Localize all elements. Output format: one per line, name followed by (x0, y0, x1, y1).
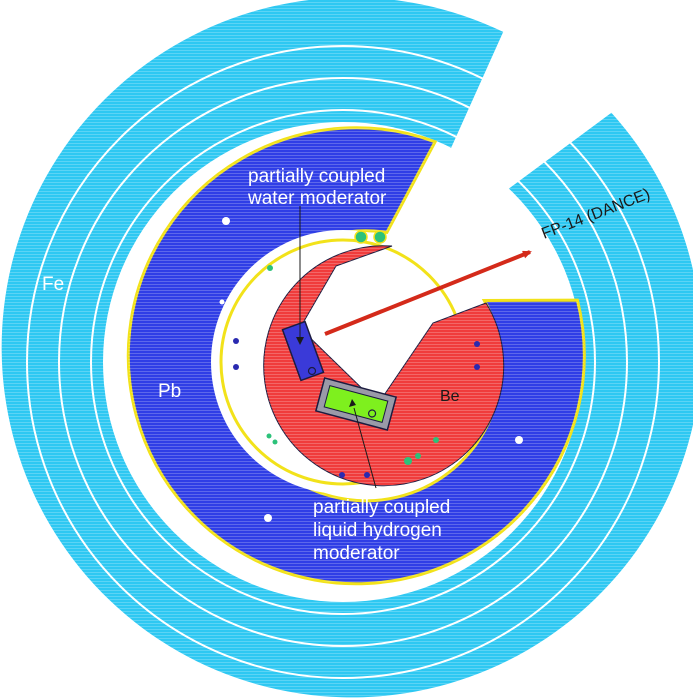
label-be: Be (440, 388, 460, 405)
be-channel (233, 338, 239, 344)
hydrogen-pointer-tip (349, 399, 356, 407)
label-water-line-1: partially coupled (248, 166, 385, 187)
be-channel (474, 341, 480, 347)
pb-hole (222, 217, 230, 225)
beryllium-reflector-stripes (263, 245, 504, 486)
be-sample-hole (415, 453, 421, 459)
hydrogen-moderator (314, 377, 398, 431)
be-channel (339, 472, 345, 478)
be-channel (364, 472, 370, 478)
label-hydrogen-line-3: moderator (313, 543, 400, 564)
label-water-line-2: water moderator (247, 188, 387, 209)
lead-reflector-stripes (128, 127, 585, 584)
water-pointer-tip (296, 337, 304, 345)
iron-shell-separator (26, 45, 660, 679)
be-sample-hole (373, 230, 387, 244)
iron-shell-separator (90, 109, 596, 615)
water-moderator-port (307, 366, 317, 376)
label-hydrogen-line-1: partially coupled (313, 497, 450, 518)
water-moderator (281, 320, 325, 382)
be-sample-hole (433, 437, 439, 443)
label-fe: Fe (42, 274, 64, 295)
be-sample-hole (354, 230, 368, 244)
be-channel (474, 364, 480, 370)
hydrogen-pointer-line (353, 407, 377, 489)
pb-hole (264, 514, 272, 522)
be-sample-hole (404, 457, 412, 465)
flight-path-arrow (324, 250, 532, 336)
iron-shell-separator (58, 77, 628, 647)
pb-hole (219, 299, 225, 305)
be-sample-hole (267, 265, 273, 271)
be-sample-hole (266, 433, 272, 439)
pb-hole (515, 436, 523, 444)
be-channel (233, 364, 239, 370)
label-pb: Pb (158, 381, 181, 402)
be-sample-hole (272, 439, 278, 445)
label-hydrogen-line-2: liquid hydrogen (313, 520, 442, 541)
